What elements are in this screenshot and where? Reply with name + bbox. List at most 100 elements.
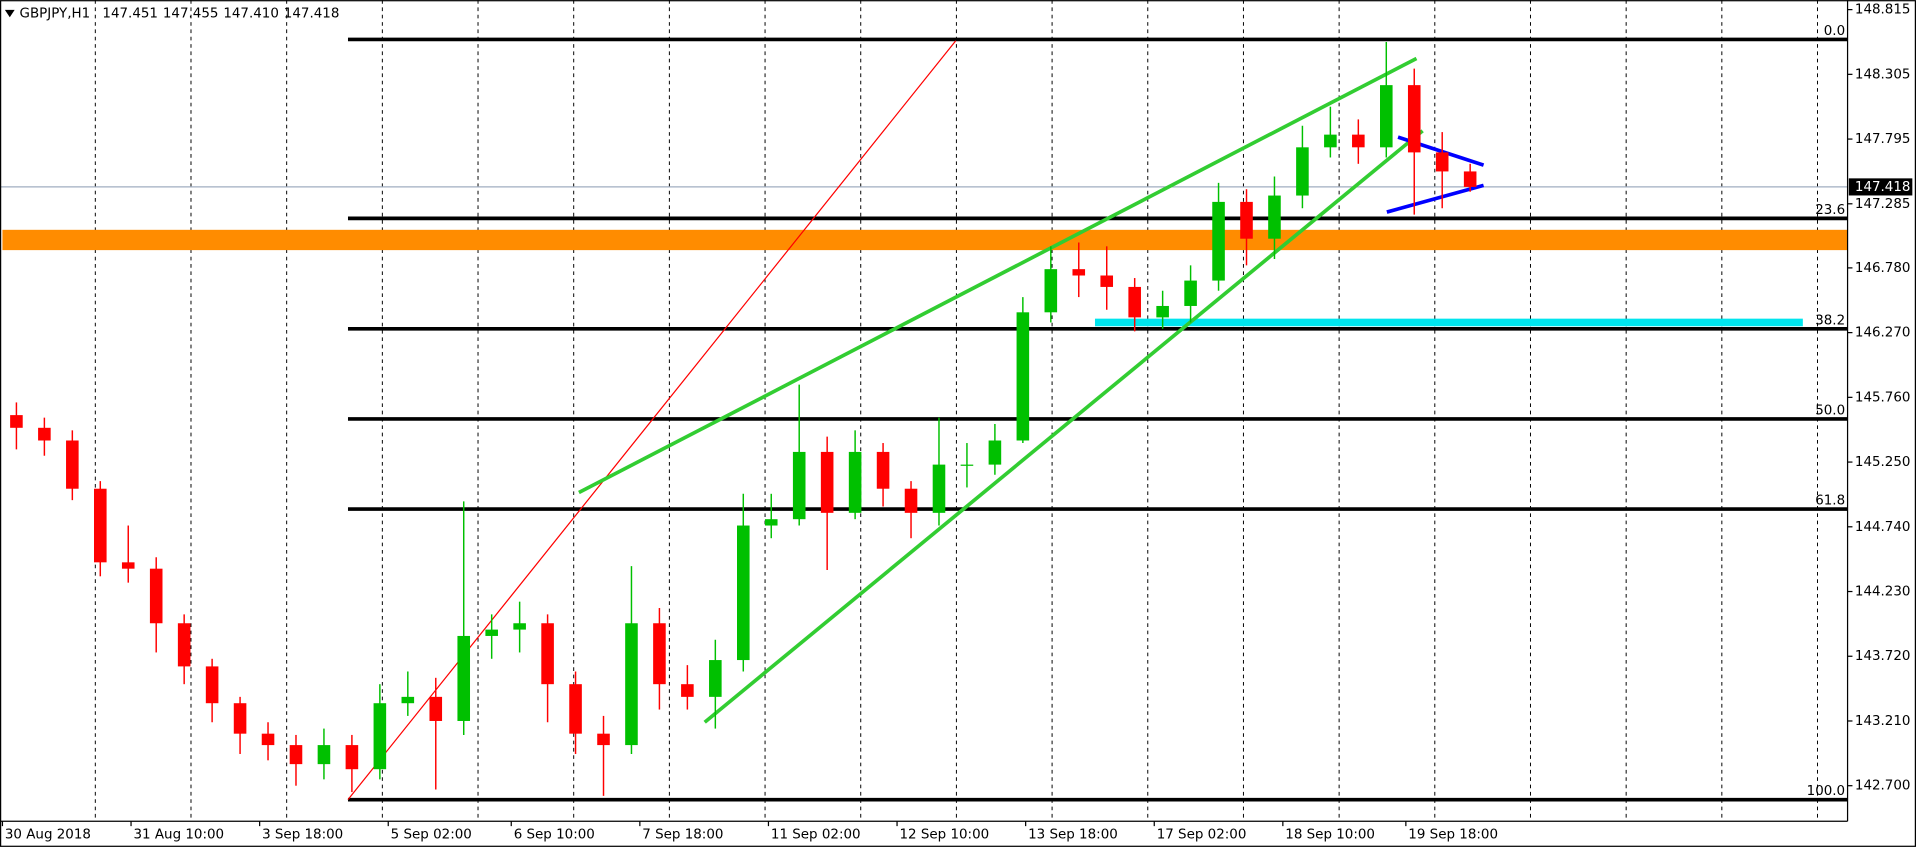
fib-label: 50.0 [1815, 403, 1845, 418]
candle-body [1379, 85, 1393, 148]
y-tick-label: 145.760 [1855, 390, 1911, 405]
y-tick-label: 143.720 [1855, 649, 1911, 664]
candle-body [205, 666, 219, 704]
candle-body [764, 519, 778, 526]
last-price-label: 147.418 [1855, 180, 1911, 195]
candle-body [94, 488, 107, 563]
y-tick-label: 145.250 [1855, 455, 1911, 470]
x-tick-label: 30 Aug 2018 [5, 828, 91, 843]
candle-body [1268, 195, 1281, 239]
x-tick-label: 13 Sep 18:00 [1028, 828, 1118, 843]
last-price-tag [1848, 178, 1913, 196]
candle-body [932, 464, 946, 513]
fib-label: 38.2 [1815, 313, 1845, 328]
candle-body [149, 568, 163, 624]
y-tick-label: 143.210 [1855, 714, 1911, 729]
candle-body [1072, 269, 1086, 276]
x-tick-label: 5 Sep 02:00 [391, 828, 472, 843]
candle-body [653, 623, 666, 685]
trendline [578, 56, 1418, 495]
menu-arrow [4, 9, 15, 18]
candle-body [709, 660, 722, 697]
candle-body [904, 488, 918, 513]
candle-body [1156, 305, 1169, 318]
candle-body [681, 684, 694, 697]
candle-body [401, 696, 415, 704]
y-tick-label: 147.795 [1855, 132, 1911, 147]
candle-body [373, 703, 387, 770]
candle-body [960, 464, 974, 466]
candle-body [1100, 275, 1114, 287]
fib-label: 61.8 [1815, 493, 1845, 508]
trendline [347, 40, 957, 801]
y-tick-label: 148.305 [1855, 67, 1911, 82]
candle-body [988, 440, 1002, 465]
y-tick-label: 144.230 [1855, 585, 1911, 600]
candle-body [1463, 171, 1477, 187]
fib-label: 100.0 [1807, 784, 1845, 799]
candle-body [1352, 134, 1365, 148]
header: GBPJPY,H1 147.451 147.455 147.410 147.418 [20, 7, 340, 22]
x-tick-label: 12 Sep 10:00 [899, 828, 989, 843]
candle-body [513, 623, 526, 630]
x-tick-label: 19 Sep 18:00 [1408, 828, 1498, 843]
separators [94, 0, 1819, 822]
symbol: GBPJPY,H1 [20, 7, 91, 22]
candle-body [289, 745, 303, 765]
candle-body [233, 703, 247, 734]
candle-body [1435, 152, 1449, 172]
objects: 0.0 23.6 38.2 50.0 61.8 100.0 [0, 24, 1848, 802]
trendline [1386, 183, 1485, 214]
candle-body [429, 696, 443, 721]
x-tick-label: 7 Sep 18:00 [642, 828, 723, 843]
candle-body [820, 451, 834, 513]
y-tick-label: 144.740 [1855, 520, 1911, 535]
candle-body [10, 415, 23, 428]
candle-body [1296, 147, 1309, 196]
candle-body [317, 745, 331, 765]
candle-body [1128, 286, 1141, 318]
candle-body [457, 635, 471, 721]
candle-body [1184, 280, 1197, 306]
candle-body [792, 451, 806, 520]
candle-body [1324, 134, 1337, 148]
candle-body [345, 745, 359, 770]
header-value: 147.451 [102, 7, 158, 22]
candle-body [625, 623, 638, 746]
header-value: 147.410 [223, 7, 279, 22]
candle-body [597, 733, 610, 746]
candle-body [737, 525, 750, 661]
x-tick-label: 11 Sep 02:00 [771, 828, 861, 843]
candle-body [541, 623, 554, 685]
header-value: 147.418 [284, 7, 340, 22]
y-tick-label: 148.815 [1855, 3, 1911, 18]
candle-body [848, 451, 862, 513]
candle-body [38, 427, 51, 441]
fib-label: 23.6 [1815, 203, 1845, 218]
zone [1094, 318, 1803, 327]
candle-body [121, 562, 135, 569]
candle-body [66, 440, 79, 489]
x-tick-label: 17 Sep 02:00 [1157, 828, 1247, 843]
candle-body [485, 629, 498, 636]
x-tick-label: 3 Sep 18:00 [262, 828, 343, 843]
candle-body [569, 684, 582, 734]
x-tick-label: 6 Sep 10:00 [514, 828, 595, 843]
candles [10, 41, 1477, 796]
y-tick-label: 142.700 [1855, 779, 1911, 794]
zone [2, 229, 1848, 251]
candle-body [1240, 201, 1253, 239]
fib-label: 0.0 [1824, 24, 1845, 39]
y-tick-label: 147.285 [1855, 197, 1911, 212]
candle-body [1044, 269, 1058, 313]
candle-body [261, 733, 275, 746]
x-tick-label: 18 Sep 10:00 [1285, 828, 1375, 843]
candle-body [1407, 85, 1421, 153]
x-tick-label: 31 Aug 10:00 [133, 828, 224, 843]
candle-body [876, 451, 890, 489]
y-tick-label: 146.780 [1855, 261, 1911, 276]
trendline [703, 129, 1424, 724]
